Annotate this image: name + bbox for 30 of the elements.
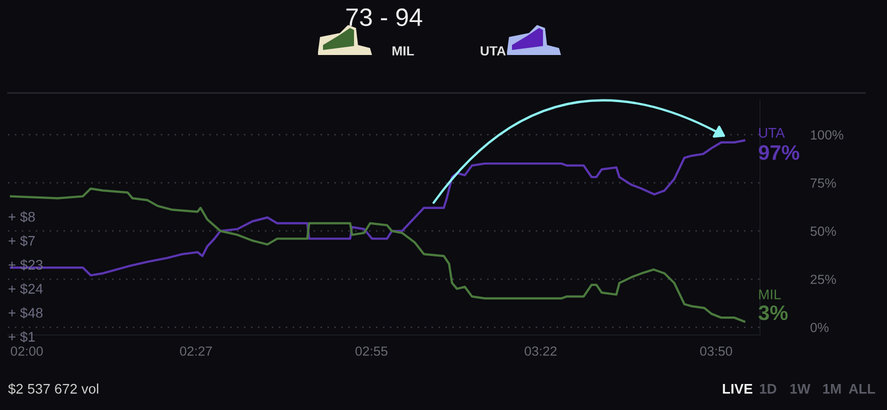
annotation: 3% [758,305,788,320]
text: MIL [392,46,414,56]
y-tick-label: 50% [810,226,836,236]
y-tick-label: 0% [810,322,829,332]
x-tick-label: 03:50 [700,346,732,356]
text: $2 537 672 vol [8,383,98,395]
chart-title: 73 - 94 [346,8,422,26]
x-tick-label: 03:22 [524,346,557,356]
line-series [10,139,746,276]
annotation: + $24 [8,283,43,295]
annotation: + $7 [8,235,35,247]
annotation: 97% [758,145,800,160]
y-tick-label: 75% [810,178,836,188]
text: LIVE [722,384,752,394]
text: ALL [848,384,876,394]
text: 1M [823,384,841,394]
x-tick-label: 02:55 [355,346,388,356]
series-label: MIL [759,290,781,300]
annotation: + $48 [8,307,43,319]
annotation: + $1 [8,331,35,343]
line-series [10,187,746,323]
series-label: UTA [759,128,785,138]
x-tick-label: 02:00 [10,346,43,356]
y-tick-label: 100% [811,130,844,140]
y-tick-label: 25% [810,274,836,284]
text: UTA [480,46,506,56]
text: 1W [790,384,810,394]
text: 1D [760,384,776,394]
annotation: + $8 [8,211,35,223]
x-tick-label: 02:27 [180,346,212,356]
